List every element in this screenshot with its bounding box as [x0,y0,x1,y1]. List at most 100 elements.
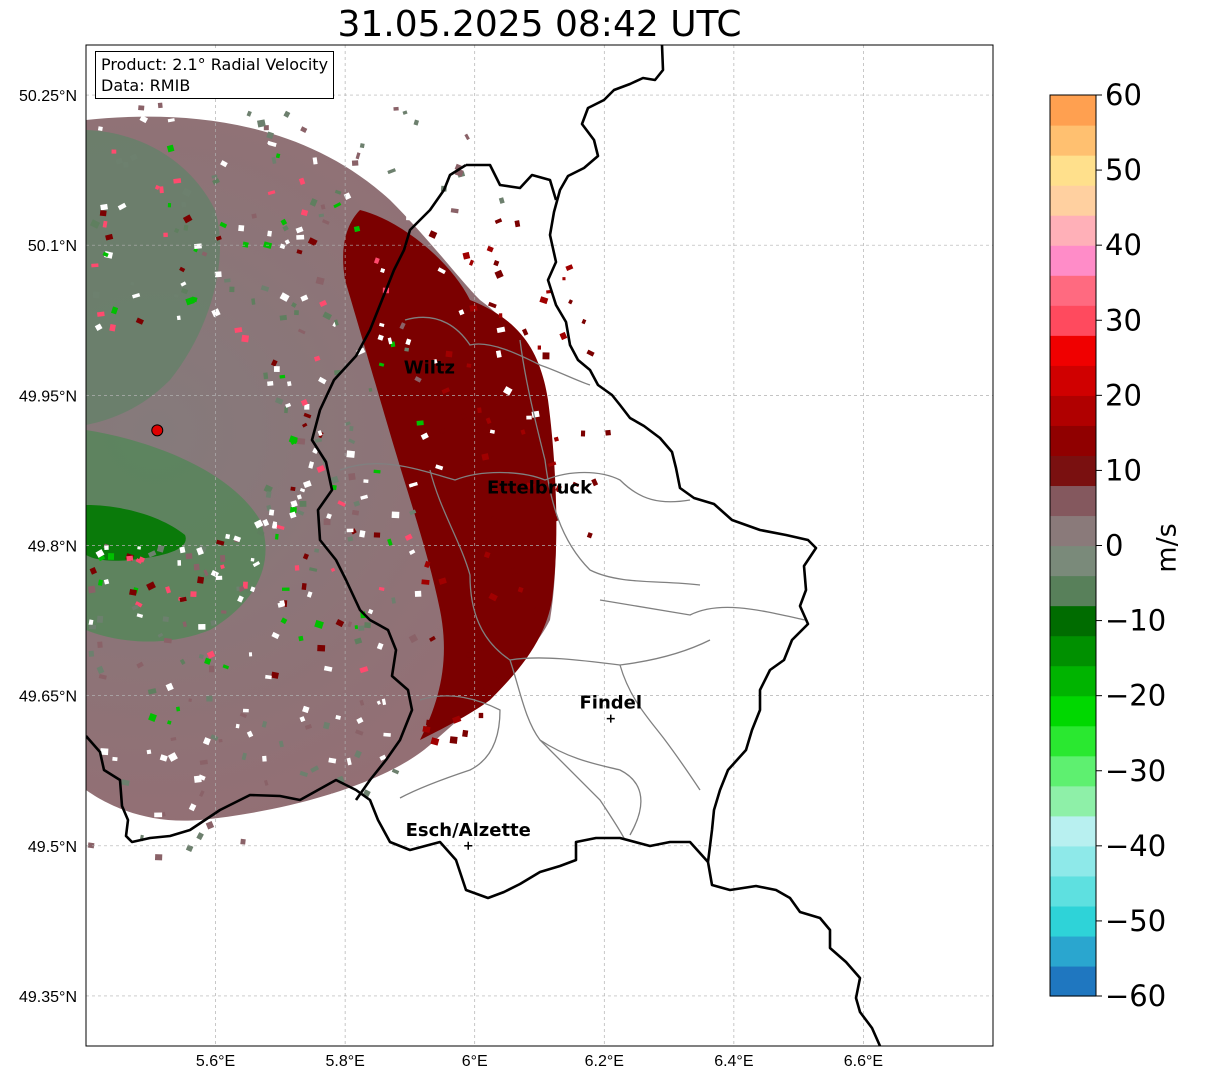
velocity-speckle [289,511,297,519]
colorbar-segment [1050,395,1096,426]
velocity-speckle [391,597,396,604]
velocity-speckle [193,775,202,783]
velocity-speckle [126,555,134,562]
velocity-speckle [267,230,272,237]
velocity-speckle [467,515,472,521]
velocity-speckle [346,528,354,533]
velocity-speckle [214,271,222,278]
velocity-speckle [188,698,192,703]
velocity-speckle [211,174,218,179]
velocity-speckle [430,737,440,746]
velocity-speckle [198,623,206,630]
velocity-speckle [438,577,447,585]
velocity-speckle [562,277,566,281]
velocity-speckle [488,301,497,309]
lat-tick-label: 50.1°N [28,238,77,255]
city-label: Wiltz [404,357,455,378]
velocity-speckle [284,239,290,245]
velocity-speckle [179,596,187,603]
velocity-speckle [167,752,178,762]
velocity-speckle [242,581,248,589]
velocity-speckle [314,619,324,629]
velocity-speckle [469,304,478,312]
velocity-speckle [481,453,490,461]
velocity-speckle [198,654,204,659]
velocity-speckle [163,637,172,644]
velocity-speckle [572,481,580,488]
velocity-speckle [131,604,139,611]
data-source-label: Data: RMIB [101,76,191,95]
velocity-speckle [302,705,310,714]
velocity-speckle [229,286,235,293]
velocity-speckle [282,225,289,232]
velocity-speckle [531,251,541,261]
colorbar-segment [1050,605,1096,637]
velocity-speckle [212,178,220,185]
velocity-speckle [416,384,421,389]
velocity-speckle [408,633,419,644]
velocity-speckle [215,575,223,580]
city-marker [606,714,615,723]
velocity-speckle [495,350,502,358]
map-title: 31.05.2025 08:42 UTC [337,4,742,45]
velocity-speckle [322,721,331,730]
velocity-speckle [387,538,393,546]
colorbar-tick-label: −50 [1105,904,1166,938]
velocity-speckle [380,267,386,274]
velocity-speckle [210,734,219,741]
velocity-speckle [193,243,202,249]
velocity-speckle [408,483,414,488]
velocity-speckle [276,524,285,530]
velocity-speckle [349,426,354,432]
velocity-speckle [253,519,264,529]
velocity-speckle [581,318,587,325]
velocity-speckle [148,713,157,722]
velocity-speckle [246,730,254,738]
velocity-speckle [337,500,347,507]
velocity-speckle [359,699,365,706]
velocity-speckle [201,251,208,257]
velocity-speckle [170,737,177,742]
velocity-speckle [295,226,304,234]
velocity-speckle [190,591,197,597]
green-upper-area [86,130,220,425]
velocity-speckle [137,546,141,550]
velocity-speckle [383,732,391,737]
velocity-speckle [355,152,361,160]
velocity-speckle [455,128,460,132]
colorbar-segment [1050,965,1096,997]
velocity-speckle [271,671,279,679]
velocity-speckle [414,376,422,383]
velocity-speckle [428,635,436,642]
velocity-speckle [157,102,163,109]
velocity-speckle [297,328,306,335]
velocity-speckle [147,688,157,695]
colorbar-segment [1050,815,1096,847]
velocity-speckle [367,608,374,615]
velocity-speckle [343,192,352,201]
velocity-speckle [275,153,281,159]
velocity-speckle [193,563,200,571]
velocity-speckle [256,529,265,537]
velocity-speckle [180,281,187,287]
velocity-speckle [443,241,453,251]
velocity-speckle [479,649,485,655]
colorbar-tick-label: 40 [1105,228,1142,262]
radar-site-marker [151,424,164,437]
velocity-speckle [587,459,598,469]
map-frame [85,44,994,1047]
velocity-speckle [376,700,381,705]
velocity-speckle [156,544,165,553]
velocity-speckle [335,619,345,628]
colorbar-segment [1050,305,1096,336]
velocity-speckle [493,260,500,267]
velocity-speckle [310,765,320,773]
velocity-speckle [296,494,302,500]
velocity-speckle [356,717,364,725]
velocity-speckle [262,755,267,762]
colorbar-segment [1050,905,1096,937]
velocity-speckle [378,586,385,591]
velocity-speckle [482,684,492,694]
velocity-speckle [199,759,208,766]
velocity-speckle [542,352,550,360]
